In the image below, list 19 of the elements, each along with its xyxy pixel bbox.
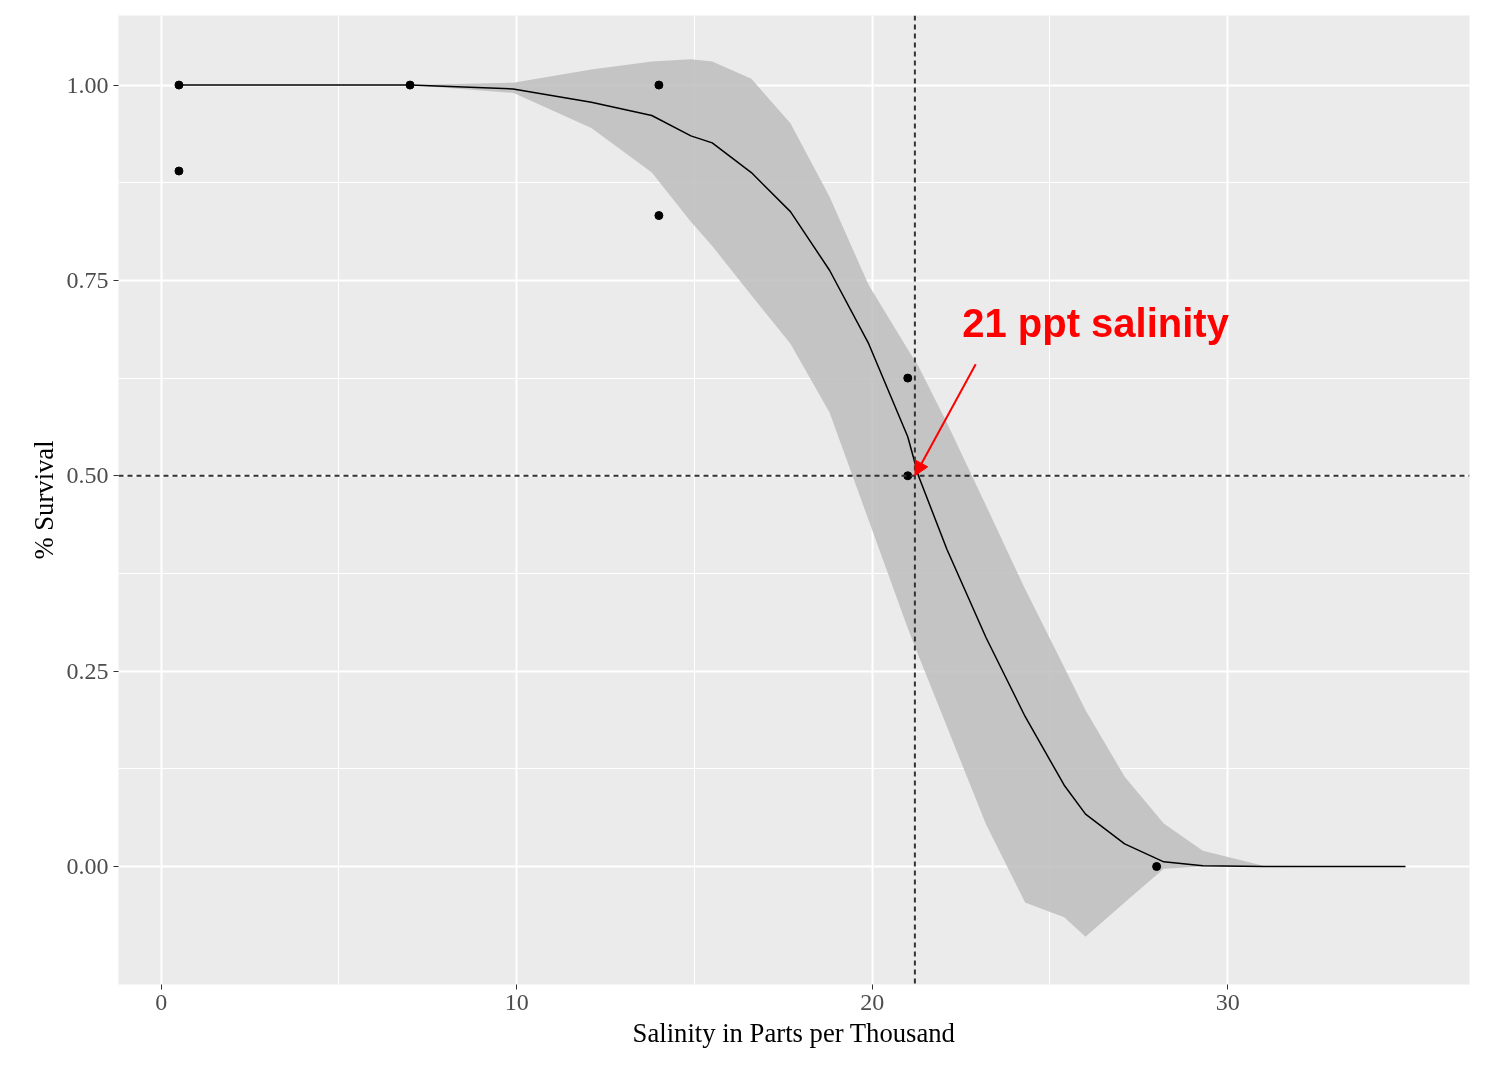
x-axis-title: Salinity in Parts per Thousand	[632, 1017, 955, 1048]
point	[903, 373, 913, 383]
point	[654, 80, 664, 90]
point	[1152, 862, 1162, 871]
y-tick-label: 0.50	[66, 462, 109, 489]
y-tick-label: 0.00	[66, 853, 109, 879]
y-tick-label: 1.00	[66, 71, 109, 98]
point	[405, 80, 415, 90]
point	[174, 80, 184, 90]
annotation: 21 ppt salinity	[962, 300, 1230, 345]
y-axis-title: % Survival	[28, 440, 59, 560]
x-tick-label: 30	[1215, 988, 1240, 1015]
point	[174, 166, 184, 176]
y-tick-label: 0.75	[66, 266, 109, 293]
y-tick-label: 0.25	[66, 657, 109, 684]
x-tick-label: 0	[155, 988, 168, 1015]
point	[654, 211, 664, 221]
x-tick-label: 20	[860, 988, 885, 1015]
x-tick-label: 10	[504, 988, 529, 1015]
